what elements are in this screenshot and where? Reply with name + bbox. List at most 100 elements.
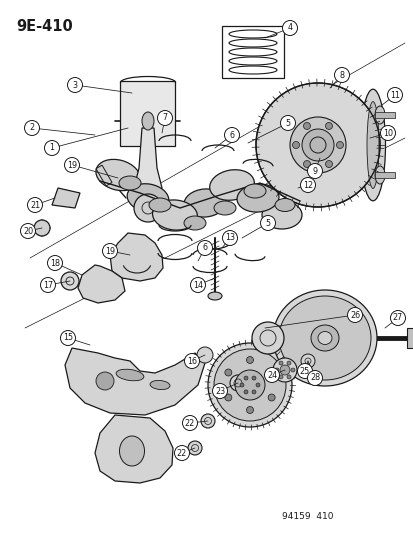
- Text: 20: 20: [23, 227, 33, 236]
- Circle shape: [255, 383, 259, 387]
- Ellipse shape: [116, 369, 144, 381]
- Ellipse shape: [183, 216, 206, 230]
- Circle shape: [282, 20, 297, 36]
- Text: 9E-410: 9E-410: [17, 19, 73, 34]
- Text: 6: 6: [202, 244, 207, 253]
- Ellipse shape: [310, 325, 338, 351]
- Text: 17: 17: [43, 280, 53, 289]
- Ellipse shape: [127, 184, 169, 212]
- Circle shape: [44, 141, 59, 156]
- Text: 27: 27: [392, 313, 402, 322]
- Circle shape: [246, 357, 253, 364]
- Text: 23: 23: [214, 386, 225, 395]
- Text: 8: 8: [339, 70, 344, 79]
- Circle shape: [387, 87, 401, 102]
- Circle shape: [24, 120, 39, 135]
- Circle shape: [389, 311, 404, 326]
- Text: 2: 2: [29, 124, 34, 133]
- Circle shape: [240, 383, 243, 387]
- Circle shape: [300, 354, 314, 368]
- Circle shape: [300, 177, 315, 192]
- Text: 22: 22: [176, 448, 187, 457]
- Polygon shape: [95, 415, 173, 483]
- Bar: [221, 26, 283, 78]
- Text: 5: 5: [285, 118, 290, 127]
- Circle shape: [201, 414, 214, 428]
- Text: 1: 1: [50, 143, 55, 152]
- Circle shape: [303, 160, 310, 167]
- Ellipse shape: [184, 189, 225, 217]
- Circle shape: [224, 394, 231, 401]
- Circle shape: [243, 390, 247, 394]
- Circle shape: [222, 230, 237, 246]
- Circle shape: [64, 157, 79, 173]
- Circle shape: [34, 220, 50, 236]
- Circle shape: [207, 343, 291, 427]
- Circle shape: [157, 110, 172, 125]
- Circle shape: [197, 347, 212, 363]
- Ellipse shape: [209, 169, 254, 200]
- Circle shape: [47, 255, 62, 271]
- Text: 4: 4: [287, 23, 292, 33]
- Ellipse shape: [278, 296, 370, 380]
- Polygon shape: [110, 233, 163, 281]
- Ellipse shape: [152, 200, 197, 230]
- Circle shape: [268, 369, 275, 376]
- Text: 13: 13: [224, 233, 235, 243]
- Circle shape: [252, 322, 283, 354]
- Circle shape: [297, 364, 312, 378]
- Ellipse shape: [274, 198, 294, 212]
- Text: 6: 6: [229, 131, 234, 140]
- Circle shape: [278, 361, 282, 365]
- Text: 7: 7: [162, 114, 167, 123]
- Circle shape: [61, 272, 79, 290]
- Circle shape: [214, 349, 285, 421]
- Circle shape: [336, 141, 343, 149]
- Circle shape: [188, 441, 202, 455]
- Circle shape: [252, 376, 255, 380]
- Text: 21: 21: [30, 200, 40, 209]
- Polygon shape: [134, 128, 161, 201]
- Circle shape: [289, 117, 345, 173]
- Text: 9: 9: [312, 166, 317, 175]
- Circle shape: [255, 83, 379, 207]
- Text: 3: 3: [72, 80, 77, 90]
- Polygon shape: [52, 188, 80, 208]
- Circle shape: [334, 68, 349, 83]
- Text: 22: 22: [185, 418, 195, 427]
- Ellipse shape: [119, 176, 141, 190]
- Circle shape: [67, 77, 82, 93]
- Circle shape: [182, 416, 197, 431]
- Ellipse shape: [272, 290, 376, 386]
- Text: 5: 5: [265, 219, 270, 228]
- Ellipse shape: [207, 292, 221, 300]
- Text: 26: 26: [349, 311, 359, 319]
- Circle shape: [307, 164, 322, 179]
- Ellipse shape: [366, 102, 378, 188]
- Text: 19: 19: [67, 160, 77, 169]
- Circle shape: [212, 384, 227, 399]
- Bar: [374, 112, 394, 118]
- Circle shape: [292, 141, 299, 149]
- Circle shape: [268, 394, 275, 401]
- Circle shape: [286, 375, 290, 379]
- Ellipse shape: [360, 89, 385, 201]
- Circle shape: [260, 215, 275, 230]
- Ellipse shape: [237, 184, 278, 212]
- Circle shape: [347, 308, 362, 322]
- Circle shape: [190, 278, 205, 293]
- Text: 16: 16: [187, 357, 197, 366]
- Ellipse shape: [243, 184, 266, 198]
- Text: 28: 28: [309, 374, 319, 383]
- Circle shape: [197, 240, 212, 255]
- Circle shape: [380, 125, 394, 141]
- Circle shape: [174, 446, 189, 461]
- Circle shape: [224, 369, 231, 376]
- Circle shape: [279, 365, 289, 375]
- Text: 14: 14: [192, 280, 202, 289]
- Ellipse shape: [96, 159, 140, 191]
- Circle shape: [224, 127, 239, 142]
- Ellipse shape: [317, 332, 331, 344]
- Bar: [96, 165, 112, 186]
- Ellipse shape: [261, 201, 301, 229]
